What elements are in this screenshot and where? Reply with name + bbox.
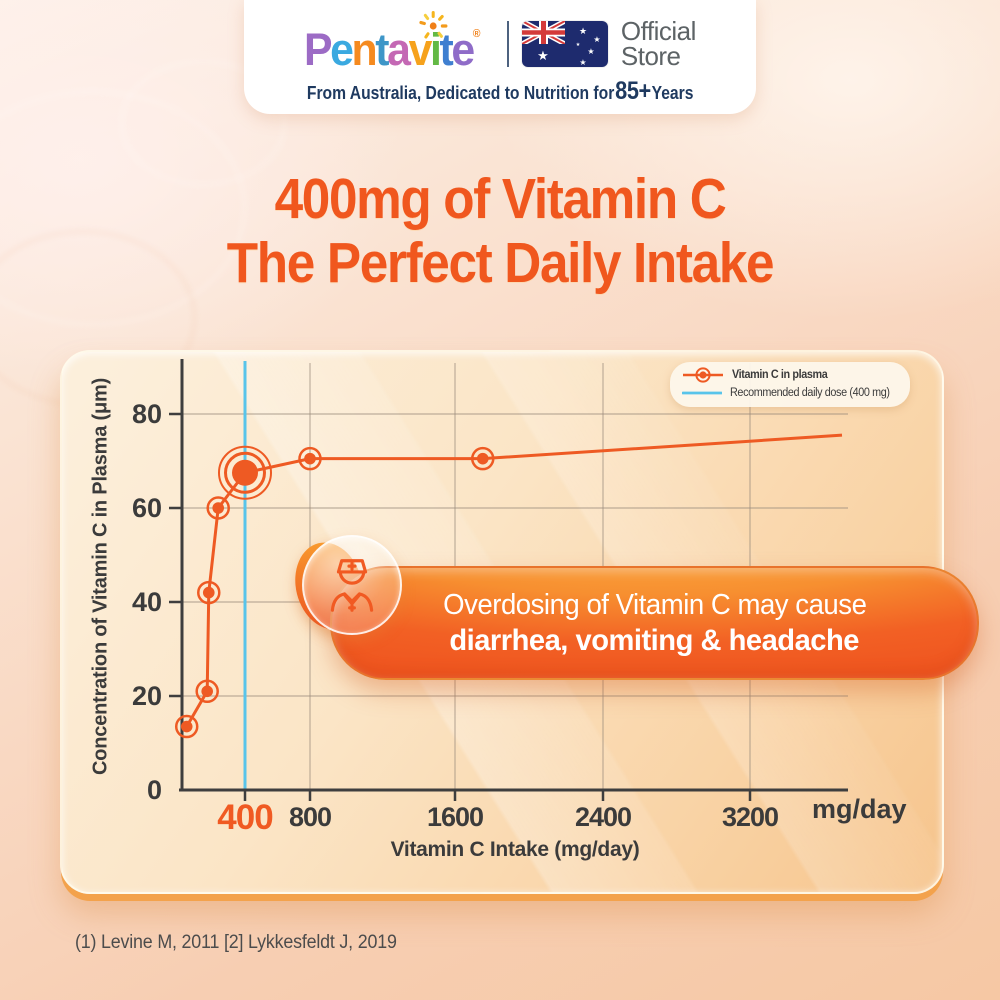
banner-tagline: From Australia, Dedicated to Nutrition f… <box>307 77 694 106</box>
logo-letter: e <box>451 23 475 75</box>
tagline-highlight: 85+ <box>615 77 651 105</box>
svg-text:★: ★ <box>579 58 586 67</box>
svg-text:★: ★ <box>593 35 600 44</box>
chart-legend: Vitamin C in plasma Recommended daily do… <box>670 362 910 407</box>
official-store-line2: Store <box>620 41 681 71</box>
logo-letter: e <box>330 23 354 75</box>
logo-letter: a <box>387 23 411 75</box>
pentavite-logo: Pentavite® <box>304 10 481 75</box>
logo-letter: i <box>430 23 442 75</box>
logo-letter: P <box>304 23 332 75</box>
svg-text:★: ★ <box>587 47 594 56</box>
callout-line2: diarrhea, vomiting & headache <box>449 623 860 657</box>
registered-mark: ® <box>472 27 481 40</box>
y-axis-title: Concentration of Vitamin C in Plasma (μm… <box>89 377 112 775</box>
tagline-suffix: Years <box>651 83 694 103</box>
legend-dose-label: Recommended daily dose (400 mg) <box>730 387 890 399</box>
logo-divider <box>506 21 509 67</box>
legend-item-dose: Recommended daily dose (400 mg) <box>682 385 900 401</box>
headline-line2: The Perfect Daily Intake <box>226 230 775 295</box>
top-banner: Pentavite® ★ <box>244 0 756 114</box>
logo-letter: n <box>351 23 378 75</box>
doctor-icon <box>330 559 374 612</box>
sunburst-icon <box>418 3 448 48</box>
x-axis-title: Vitamin C Intake (mg/day) <box>390 838 640 861</box>
overdose-callout: Overdosing of Vitamin C may cause diarrh… <box>330 566 979 680</box>
tagline-prefix: From Australia, Dedicated to Nutrition f… <box>306 83 615 103</box>
official-store-line1: Official <box>620 16 697 47</box>
logo-letter: t <box>439 23 454 75</box>
legend-plasma-marker-icon <box>683 367 723 383</box>
water-ripple-decor <box>120 60 286 186</box>
footnote-citation: (1) Levine M, 2011 [2] Lykkesfeldt J, 20… <box>75 932 397 953</box>
svg-text:★: ★ <box>537 49 549 64</box>
legend-plasma-label: Vitamin C in plasma <box>732 369 828 381</box>
callout-line1: Overdosing of Vitamin C may cause <box>442 588 867 621</box>
doctor-badge <box>302 535 402 635</box>
australia-flag-icon: ★ ★ ★ ★ ★ ★ <box>521 21 608 67</box>
logo-letter: t <box>375 23 389 75</box>
svg-text:★: ★ <box>576 42 581 48</box>
legend-dose-marker-icon <box>682 391 723 395</box>
headline-line1: 400mg of Vitamin C <box>274 167 727 231</box>
headline: 400mg of Vitamin C The Perfect Daily Int… <box>50 167 950 296</box>
svg-text:★: ★ <box>579 27 587 37</box>
official-store-label: Official Store <box>620 16 697 71</box>
legend-item-plasma: Vitamin C in plasma <box>682 367 900 383</box>
